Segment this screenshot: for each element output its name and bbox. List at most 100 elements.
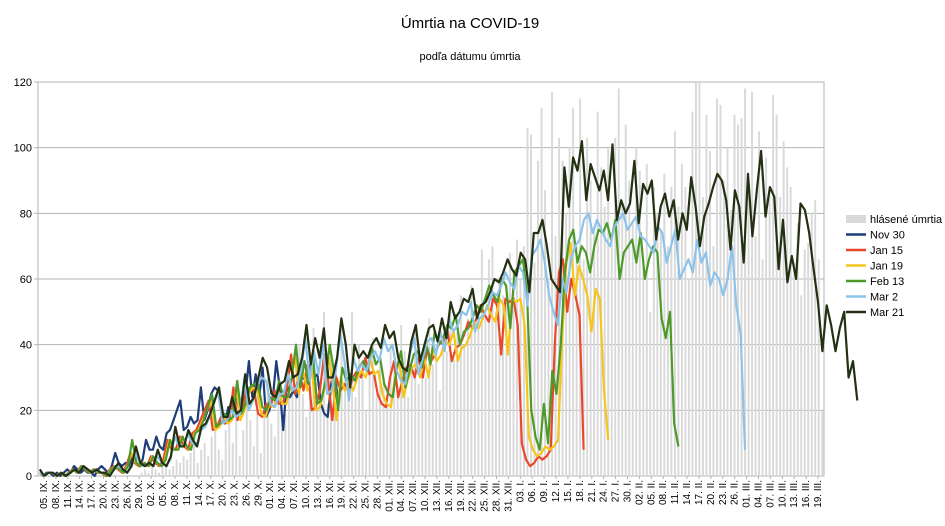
bar bbox=[151, 466, 154, 476]
y-axis-ticks: 0 20 40 60 80 100 120 bbox=[14, 77, 38, 483]
bar bbox=[530, 134, 532, 477]
bar bbox=[379, 361, 382, 476]
bar bbox=[642, 259, 645, 476]
x-axis-ticks: 05. IX. 08. IX. 11. IX. 14. IX. 17. IX. 20. I… bbox=[39, 476, 824, 512]
bar bbox=[196, 462, 199, 476]
bar bbox=[301, 393, 304, 476]
x-tick-label: 26. X. bbox=[241, 480, 252, 506]
bar bbox=[344, 361, 346, 476]
x-tick-label: 05. X. bbox=[158, 480, 169, 506]
bar bbox=[484, 318, 487, 476]
bar bbox=[361, 370, 364, 476]
bar bbox=[277, 387, 280, 476]
x-tick-label: 29. IX. bbox=[134, 480, 145, 509]
x-tick-label: 14. IX. bbox=[75, 480, 86, 509]
bar bbox=[421, 357, 424, 476]
x-tick-label: 19. XI. bbox=[337, 480, 348, 509]
bar bbox=[494, 311, 497, 476]
bar bbox=[705, 114, 708, 476]
bar bbox=[400, 324, 403, 476]
legend-swatch bbox=[846, 215, 866, 223]
bar bbox=[417, 384, 420, 476]
bar bbox=[358, 344, 361, 476]
x-tick-label: 10. XI. bbox=[301, 480, 312, 509]
bar bbox=[628, 180, 631, 476]
bar bbox=[652, 187, 655, 477]
y-tick-label: 100 bbox=[14, 143, 32, 155]
x-tick-label: 04. XII. bbox=[396, 480, 407, 512]
x-tick-label: 11. X. bbox=[182, 480, 193, 505]
bar bbox=[508, 252, 511, 476]
x-tick-label: 17. IX. bbox=[87, 480, 98, 509]
x-tick-label: 27. I. bbox=[611, 480, 622, 502]
bar bbox=[708, 150, 711, 476]
bar bbox=[487, 259, 490, 476]
x-tick-label: 14. X. bbox=[194, 480, 205, 506]
bar bbox=[603, 206, 606, 476]
bar bbox=[144, 469, 146, 476]
bar bbox=[624, 124, 627, 476]
bar bbox=[821, 410, 824, 476]
bar bbox=[810, 213, 813, 477]
bar bbox=[740, 118, 743, 476]
bar bbox=[431, 364, 434, 476]
bar bbox=[407, 397, 410, 476]
bar bbox=[466, 318, 469, 476]
legend-label: Feb 13 bbox=[870, 276, 904, 288]
legend-label: Mar 2 bbox=[870, 292, 898, 304]
x-tick-label: 07. III. bbox=[765, 480, 776, 508]
x-tick-label: 20. X. bbox=[218, 480, 229, 506]
legend-label: Nov 30 bbox=[870, 230, 905, 242]
x-tick-label: 06. I. bbox=[527, 480, 538, 502]
x-tick-label: 20. IX. bbox=[99, 480, 110, 509]
bar-series bbox=[140, 82, 824, 477]
bar bbox=[691, 111, 694, 477]
bar bbox=[758, 131, 761, 476]
bar bbox=[270, 423, 273, 476]
bar bbox=[389, 344, 392, 476]
bar bbox=[684, 187, 687, 477]
bar bbox=[340, 328, 343, 476]
bar bbox=[182, 456, 185, 476]
x-tick-label: 23. IX. bbox=[110, 480, 121, 509]
bar bbox=[621, 203, 624, 476]
x-tick-label: 24. I. bbox=[599, 480, 610, 502]
bar bbox=[723, 180, 725, 476]
bar bbox=[305, 416, 308, 476]
bar bbox=[747, 180, 750, 476]
x-tick-label: 13. XII. bbox=[432, 480, 443, 512]
bar bbox=[473, 324, 476, 476]
bar bbox=[814, 200, 817, 476]
x-tick-label: 04. III. bbox=[754, 480, 765, 508]
bar bbox=[614, 137, 617, 477]
bar bbox=[789, 187, 792, 477]
x-tick-label: 09. I. bbox=[539, 480, 550, 502]
chart-subtitle: podľa dátumu úmrtia bbox=[419, 51, 521, 63]
bar bbox=[698, 82, 701, 476]
bar bbox=[287, 361, 290, 476]
bar bbox=[498, 279, 501, 476]
bar bbox=[245, 403, 248, 476]
legend: hlásené úmrtia Nov 30 Jan 15 Jan 19 Feb 13 Ma… bbox=[846, 214, 943, 319]
bar bbox=[463, 344, 466, 476]
bar bbox=[803, 249, 806, 476]
bar bbox=[480, 249, 483, 476]
bar bbox=[308, 367, 311, 476]
bar bbox=[273, 436, 276, 476]
bar bbox=[737, 124, 739, 476]
x-tick-label: 20. II. bbox=[706, 480, 717, 505]
bar bbox=[568, 147, 571, 476]
bar bbox=[326, 403, 329, 476]
bar bbox=[319, 384, 322, 476]
bar bbox=[179, 462, 182, 476]
bar bbox=[677, 206, 680, 476]
bar bbox=[501, 295, 504, 476]
x-tick-label: 23. II. bbox=[718, 480, 729, 505]
x-tick-label: 19. XII. bbox=[456, 480, 467, 512]
bar bbox=[217, 449, 220, 476]
bar bbox=[516, 239, 518, 476]
bar bbox=[445, 351, 448, 476]
x-tick-label: 03. I. bbox=[515, 480, 526, 502]
